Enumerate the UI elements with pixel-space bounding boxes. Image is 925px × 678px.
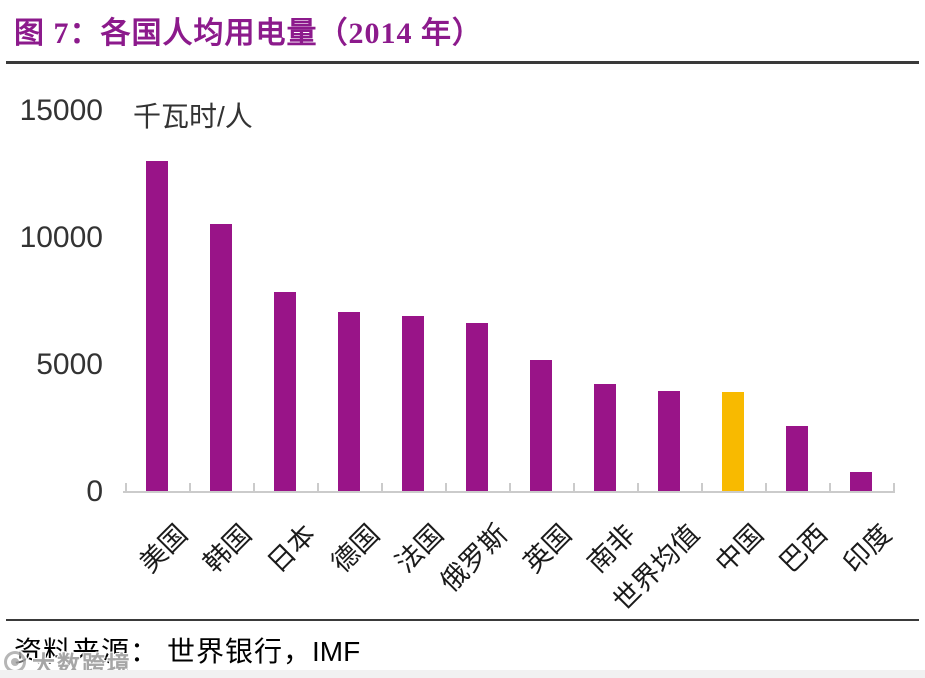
y-tick-label: 5000: [36, 348, 103, 381]
x-axis-label: 印度: [837, 518, 898, 579]
chart-bar: [786, 426, 808, 491]
y-tick-label: 15000: [19, 94, 103, 127]
x-axis-tick: [445, 483, 447, 491]
y-axis-unit-label: 千瓦时/人: [133, 101, 253, 132]
x-axis-label: 日本: [261, 518, 322, 579]
x-axis-tick: [381, 483, 383, 491]
x-axis-label: 巴西: [773, 518, 834, 579]
source-line: 资料来源： 世界银行，IMF: [14, 630, 360, 670]
chart-bar: [530, 360, 552, 491]
y-tick-label: 0: [86, 475, 103, 508]
source-label: 资料来源：: [14, 637, 160, 668]
chart-bar: [722, 392, 744, 491]
chart-bar: [146, 161, 168, 491]
x-axis-tick: [253, 483, 255, 491]
x-axis-line: [123, 491, 895, 493]
x-axis-tick: [701, 483, 703, 491]
x-axis-tick: [829, 483, 831, 491]
chart-bar: [338, 312, 360, 491]
x-axis-label: 俄罗斯: [434, 518, 514, 598]
x-axis-label: 美国: [133, 518, 194, 579]
x-axis-tick: [637, 483, 639, 491]
source-value-latin: IMF: [312, 636, 361, 667]
x-axis-label: 中国: [709, 518, 770, 579]
x-axis-tick: [189, 483, 191, 491]
chart-bar: [850, 472, 872, 491]
x-axis-label: 英国: [517, 518, 578, 579]
x-axis-tick: [125, 483, 127, 491]
x-axis-tick: [509, 483, 511, 491]
figure-title: 图 7：各国人均用电量（2014 年）: [14, 17, 483, 50]
bottom-strip: [0, 670, 925, 678]
x-axis-tick: [573, 483, 575, 491]
chart-bar: [402, 316, 424, 491]
chart-bar: [210, 224, 232, 491]
x-axis-tick: [317, 483, 319, 491]
x-axis-label: 德国: [325, 518, 386, 579]
source-value: 世界银行，: [167, 637, 313, 668]
x-axis-tick: [893, 483, 895, 491]
x-axis-label: 韩国: [197, 518, 258, 579]
footer-divider: [6, 619, 919, 621]
chart-bar: [466, 323, 488, 491]
chart-bar: [274, 292, 296, 491]
chart-bar: [658, 391, 680, 491]
y-tick-label: 10000: [19, 221, 103, 254]
title-divider: [6, 61, 919, 64]
x-axis-tick: [765, 483, 767, 491]
chart-bar: [594, 384, 616, 491]
